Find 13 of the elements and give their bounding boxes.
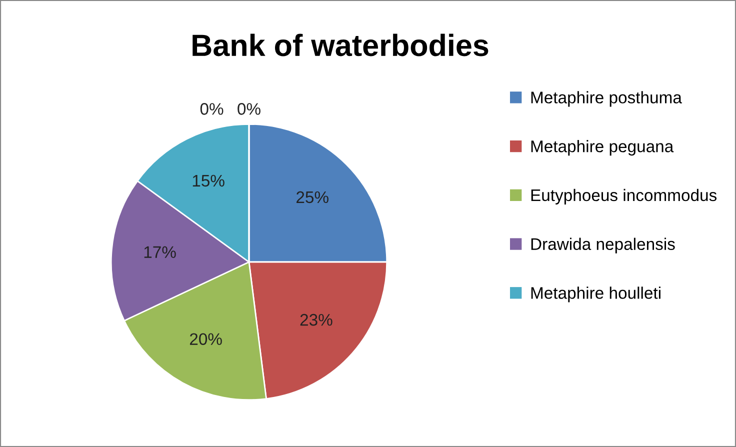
data-label: 25% [296, 191, 328, 204]
text: 0% [200, 103, 224, 115]
data-label: 15% [192, 174, 224, 187]
chart-title: Bank of waterbodies [192, 34, 488, 56]
data-label: 17% [144, 246, 176, 258]
legend-label: Metaphire posthuma [531, 91, 682, 107]
data-label: 20% [190, 333, 222, 345]
data-label: 23% [300, 314, 332, 326]
legend-label: Metaphire peguana [531, 140, 674, 156]
legend-label: Drawida nepalensis [531, 238, 675, 254]
legend-label: Eutyphoeus incommodus [531, 188, 717, 204]
legend-label: Metaphire houlleti [531, 286, 660, 302]
text: 0% [238, 103, 260, 115]
